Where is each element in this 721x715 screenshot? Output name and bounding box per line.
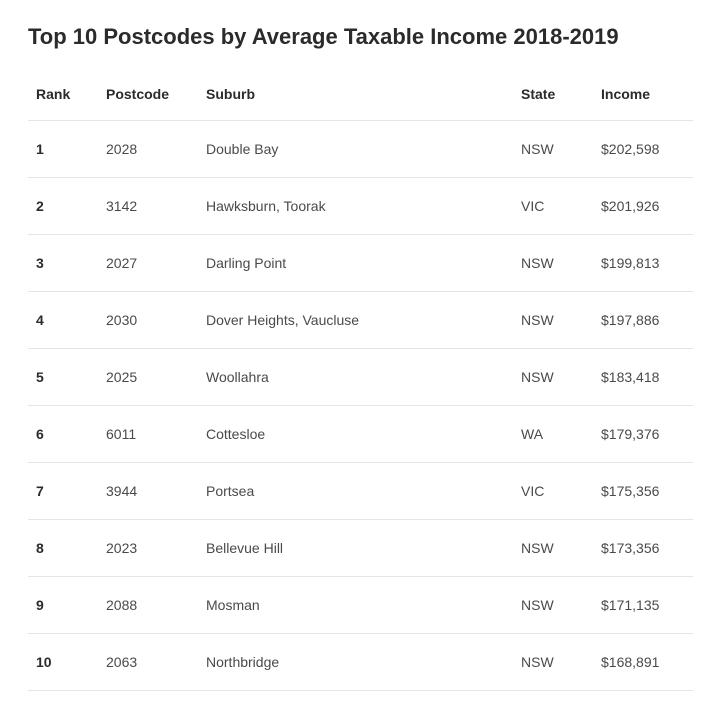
cell-income: $201,926	[593, 178, 693, 235]
cell-rank: 1	[28, 121, 98, 178]
cell-state: WA	[513, 406, 593, 463]
col-header-rank: Rank	[28, 74, 98, 121]
cell-income: $168,891	[593, 634, 693, 691]
cell-postcode: 2063	[98, 634, 198, 691]
cell-state: NSW	[513, 577, 593, 634]
cell-postcode: 3944	[98, 463, 198, 520]
cell-rank: 7	[28, 463, 98, 520]
cell-postcode: 2025	[98, 349, 198, 406]
table-row: 8 2023 Bellevue Hill NSW $173,356	[28, 520, 693, 577]
cell-state: NSW	[513, 520, 593, 577]
cell-income: $197,886	[593, 292, 693, 349]
cell-rank: 4	[28, 292, 98, 349]
table-row: 2 3142 Hawksburn, Toorak VIC $201,926	[28, 178, 693, 235]
cell-suburb: Northbridge	[198, 634, 513, 691]
table-row: 6 6011 Cottesloe WA $179,376	[28, 406, 693, 463]
cell-suburb: Bellevue Hill	[198, 520, 513, 577]
cell-state: NSW	[513, 235, 593, 292]
cell-rank: 5	[28, 349, 98, 406]
table-row: 1 2028 Double Bay NSW $202,598	[28, 121, 693, 178]
cell-postcode: 3142	[98, 178, 198, 235]
table-row: 7 3944 Portsea VIC $175,356	[28, 463, 693, 520]
cell-income: $202,598	[593, 121, 693, 178]
cell-state: NSW	[513, 292, 593, 349]
cell-rank: 2	[28, 178, 98, 235]
cell-income: $199,813	[593, 235, 693, 292]
cell-rank: 3	[28, 235, 98, 292]
cell-suburb: Double Bay	[198, 121, 513, 178]
cell-postcode: 2028	[98, 121, 198, 178]
cell-suburb: Woollahra	[198, 349, 513, 406]
cell-postcode: 2030	[98, 292, 198, 349]
cell-income: $175,356	[593, 463, 693, 520]
cell-state: VIC	[513, 463, 593, 520]
table-row: 4 2030 Dover Heights, Vaucluse NSW $197,…	[28, 292, 693, 349]
cell-rank: 9	[28, 577, 98, 634]
table-row: 10 2063 Northbridge NSW $168,891	[28, 634, 693, 691]
cell-postcode: 2023	[98, 520, 198, 577]
cell-rank: 8	[28, 520, 98, 577]
col-header-state: State	[513, 74, 593, 121]
cell-postcode: 2088	[98, 577, 198, 634]
table-row: 5 2025 Woollahra NSW $183,418	[28, 349, 693, 406]
table-header-row: Rank Postcode Suburb State Income	[28, 74, 693, 121]
cell-state: NSW	[513, 349, 593, 406]
cell-suburb: Mosman	[198, 577, 513, 634]
income-table: Rank Postcode Suburb State Income 1 2028…	[28, 74, 693, 691]
cell-state: NSW	[513, 634, 593, 691]
page-title: Top 10 Postcodes by Average Taxable Inco…	[28, 24, 693, 50]
cell-suburb: Hawksburn, Toorak	[198, 178, 513, 235]
cell-postcode: 2027	[98, 235, 198, 292]
cell-suburb: Dover Heights, Vaucluse	[198, 292, 513, 349]
cell-state: NSW	[513, 121, 593, 178]
table-row: 9 2088 Mosman NSW $171,135	[28, 577, 693, 634]
cell-income: $179,376	[593, 406, 693, 463]
cell-income: $183,418	[593, 349, 693, 406]
col-header-suburb: Suburb	[198, 74, 513, 121]
col-header-income: Income	[593, 74, 693, 121]
col-header-postcode: Postcode	[98, 74, 198, 121]
cell-suburb: Darling Point	[198, 235, 513, 292]
cell-suburb: Cottesloe	[198, 406, 513, 463]
cell-rank: 6	[28, 406, 98, 463]
cell-postcode: 6011	[98, 406, 198, 463]
cell-state: VIC	[513, 178, 593, 235]
table-body: 1 2028 Double Bay NSW $202,598 2 3142 Ha…	[28, 121, 693, 691]
cell-suburb: Portsea	[198, 463, 513, 520]
cell-rank: 10	[28, 634, 98, 691]
cell-income: $173,356	[593, 520, 693, 577]
cell-income: $171,135	[593, 577, 693, 634]
table-row: 3 2027 Darling Point NSW $199,813	[28, 235, 693, 292]
